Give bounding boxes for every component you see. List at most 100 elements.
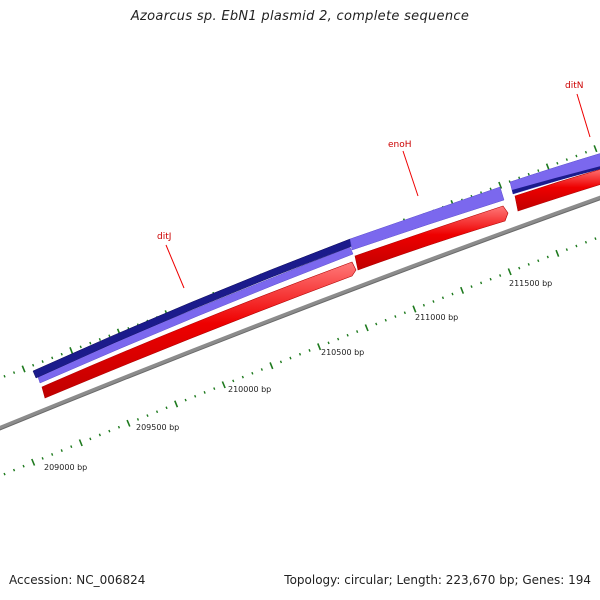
gene-arrow-enoH-forward[interactable]: [349, 186, 505, 251]
inner-major-tick: [31, 458, 36, 466]
outer-major-tick: [69, 347, 74, 355]
inner-major-tick: [174, 400, 179, 408]
inner-major-tick: [317, 343, 322, 351]
scale-label-211500: 211500 bp: [509, 279, 552, 288]
inner-minor-tick: [565, 248, 568, 252]
inner-minor-tick: [470, 285, 473, 288]
gene-arrow-enoH-reverse[interactable]: [354, 205, 509, 271]
inner-major-tick: [269, 362, 274, 370]
inner-minor-tick: [213, 387, 216, 390]
inner-minor-tick: [298, 352, 302, 356]
gene-arrow-ditN-forward-dark: [512, 166, 600, 194]
inner-minor-tick: [346, 333, 349, 337]
scale-label-209500: 209500 bp: [136, 423, 179, 432]
outer-minor-tick: [32, 363, 35, 367]
inner-major-tick: [78, 439, 83, 447]
inner-minor-tick: [89, 437, 92, 441]
gene-arrow-ditJ-reverse[interactable]: [41, 261, 357, 399]
inner-minor-tick: [12, 468, 16, 472]
outer-minor-tick: [89, 341, 92, 345]
gene-label-ditN[interactable]: ditN: [565, 81, 583, 91]
inner-minor-tick: [537, 259, 540, 263]
inner-minor-tick: [289, 356, 292, 360]
inner-minor-tick: [518, 266, 521, 270]
leader-line-enoH: [402, 150, 419, 197]
outer-major-tick: [545, 163, 550, 171]
outer-major-tick: [498, 181, 503, 189]
inner-minor-tick: [241, 375, 244, 379]
inner-minor-tick: [22, 464, 25, 468]
outer-major-tick: [21, 365, 26, 373]
inner-major-tick: [221, 381, 226, 389]
inner-minor-tick: [384, 318, 387, 322]
inner-major-tick: [460, 286, 465, 294]
inner-minor-tick: [584, 240, 588, 244]
inner-major-tick: [364, 324, 369, 332]
inner-minor-tick: [375, 322, 378, 326]
inner-minor-tick: [394, 315, 397, 318]
inner-minor-tick: [308, 349, 311, 352]
inner-minor-tick: [203, 391, 206, 394]
outer-minor-tick: [79, 345, 82, 349]
outer-minor-tick: [98, 338, 101, 341]
outer-minor-tick: [108, 334, 111, 338]
outer-minor-tick: [60, 352, 63, 356]
inner-minor-tick: [232, 379, 235, 383]
outer-minor-tick: [537, 169, 540, 172]
gene-label-ditJ[interactable]: ditJ: [157, 232, 171, 242]
inner-minor-tick: [3, 472, 6, 476]
inner-minor-tick: [279, 360, 283, 364]
inner-minor-tick: [70, 445, 73, 449]
inner-minor-tick: [60, 449, 63, 452]
gene-label-enoH[interactable]: enoH: [388, 140, 412, 150]
inner-minor-tick: [260, 368, 263, 371]
inner-major-tick: [507, 268, 512, 276]
outer-minor-tick: [584, 150, 588, 154]
inner-minor-tick: [117, 425, 121, 429]
gene-arrow-ditJ-forward-light[interactable]: [36, 246, 354, 384]
inner-minor-tick: [194, 394, 197, 398]
inner-minor-tick: [51, 453, 54, 456]
inner-minor-tick: [422, 303, 425, 307]
inner-minor-tick: [356, 330, 359, 333]
inner-minor-tick: [251, 371, 254, 375]
scale-label-211000: 211000 bp: [415, 313, 458, 322]
gene-arrow-ditN-reverse[interactable]: [514, 168, 600, 212]
map-title: Azoarcus sp. EbN1 plasmid 2, complete se…: [130, 9, 470, 24]
outer-minor-tick: [41, 360, 44, 363]
inner-minor-tick: [136, 418, 140, 421]
inner-major-tick: [412, 305, 417, 313]
inner-minor-tick: [489, 277, 492, 281]
inner-minor-tick: [441, 296, 445, 300]
inner-minor-tick: [432, 300, 435, 303]
inner-minor-tick: [594, 237, 597, 241]
inner-minor-tick: [165, 406, 168, 410]
scale-label-210000: 210000 bp: [228, 385, 271, 394]
inner-minor-tick: [403, 311, 406, 315]
inner-major-tick: [555, 249, 560, 257]
inner-minor-tick: [41, 457, 44, 460]
outer-minor-tick: [556, 161, 559, 165]
inner-minor-tick: [527, 263, 530, 266]
inner-minor-tick: [575, 244, 578, 248]
outer-minor-tick: [3, 374, 6, 378]
backbone-track: [0, 195, 600, 431]
outer-minor-tick: [527, 172, 530, 176]
outer-minor-tick: [565, 158, 568, 161]
inner-major-tick: [126, 419, 131, 427]
leader-line-ditJ: [165, 244, 185, 289]
inner-minor-tick: [337, 337, 340, 341]
inner-minor-tick: [499, 274, 502, 277]
summary-text: Topology: circular; Length: 223,670 bp; …: [284, 573, 591, 587]
accession-text: Accession: NC_006824: [9, 573, 146, 587]
outer-minor-tick: [575, 154, 578, 158]
backbone-shadow: [0, 199, 600, 431]
leader-line-ditN: [576, 93, 591, 138]
inner-minor-tick: [184, 398, 187, 402]
inner-minor-tick: [451, 292, 454, 296]
outer-minor-tick: [489, 187, 492, 191]
outer-major-tick: [593, 145, 598, 153]
inner-minor-tick: [155, 410, 159, 414]
